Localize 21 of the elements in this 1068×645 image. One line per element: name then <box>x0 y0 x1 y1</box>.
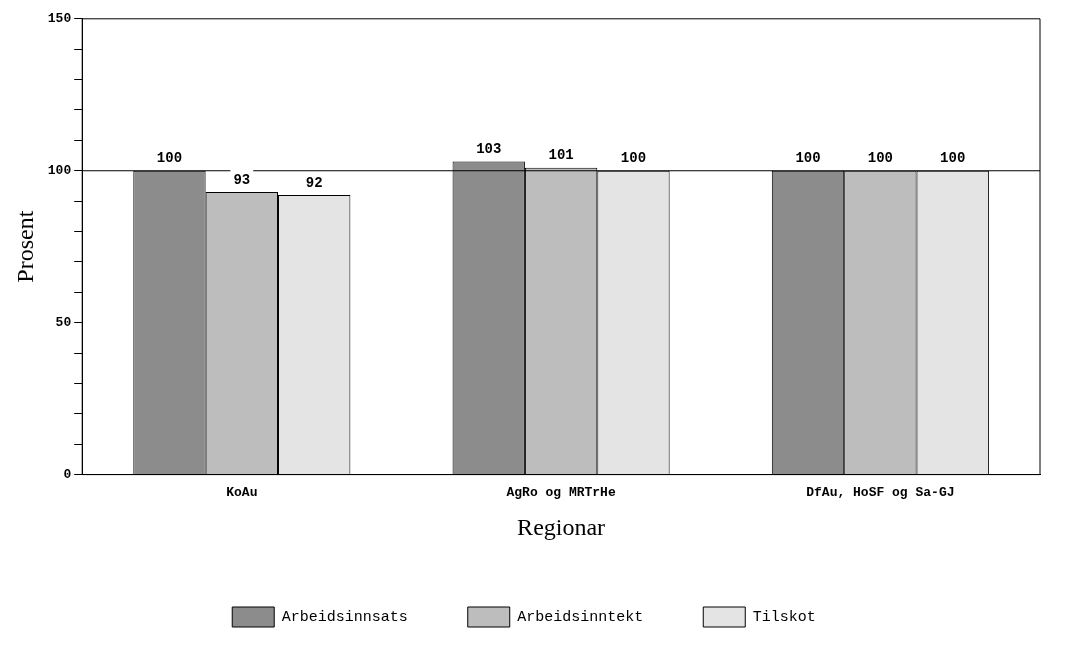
y-tick-label: 0 <box>63 466 72 482</box>
data-label: 101 <box>548 147 574 164</box>
data-label: 100 <box>940 150 966 167</box>
data-label: 100 <box>867 150 893 167</box>
data-label: 93 <box>233 171 251 188</box>
data-label: 100 <box>795 150 821 167</box>
data-label: 103 <box>476 141 502 158</box>
y-axis-title: Prosent <box>11 210 38 283</box>
x-tick-label: AgRo og MRTrHe <box>506 484 616 500</box>
y-tick-label: 100 <box>47 163 72 179</box>
x-axis-title: Regionar <box>517 513 606 540</box>
y-tick-label: 150 <box>47 11 72 27</box>
x-tick-label: DfAu, HoSF og Sa-GJ <box>806 484 955 500</box>
data-label: 100 <box>620 150 647 167</box>
x-tick-label: KoAu <box>226 484 258 500</box>
y-tick-label: 50 <box>55 314 72 330</box>
legend-label: Tilskot <box>752 608 816 626</box>
legend-label: Arbeidsinnsats <box>281 608 408 626</box>
legend-label: Arbeidsinntekt <box>517 608 644 626</box>
data-label: 100 <box>156 150 183 167</box>
data-label: 92 <box>305 174 323 191</box>
